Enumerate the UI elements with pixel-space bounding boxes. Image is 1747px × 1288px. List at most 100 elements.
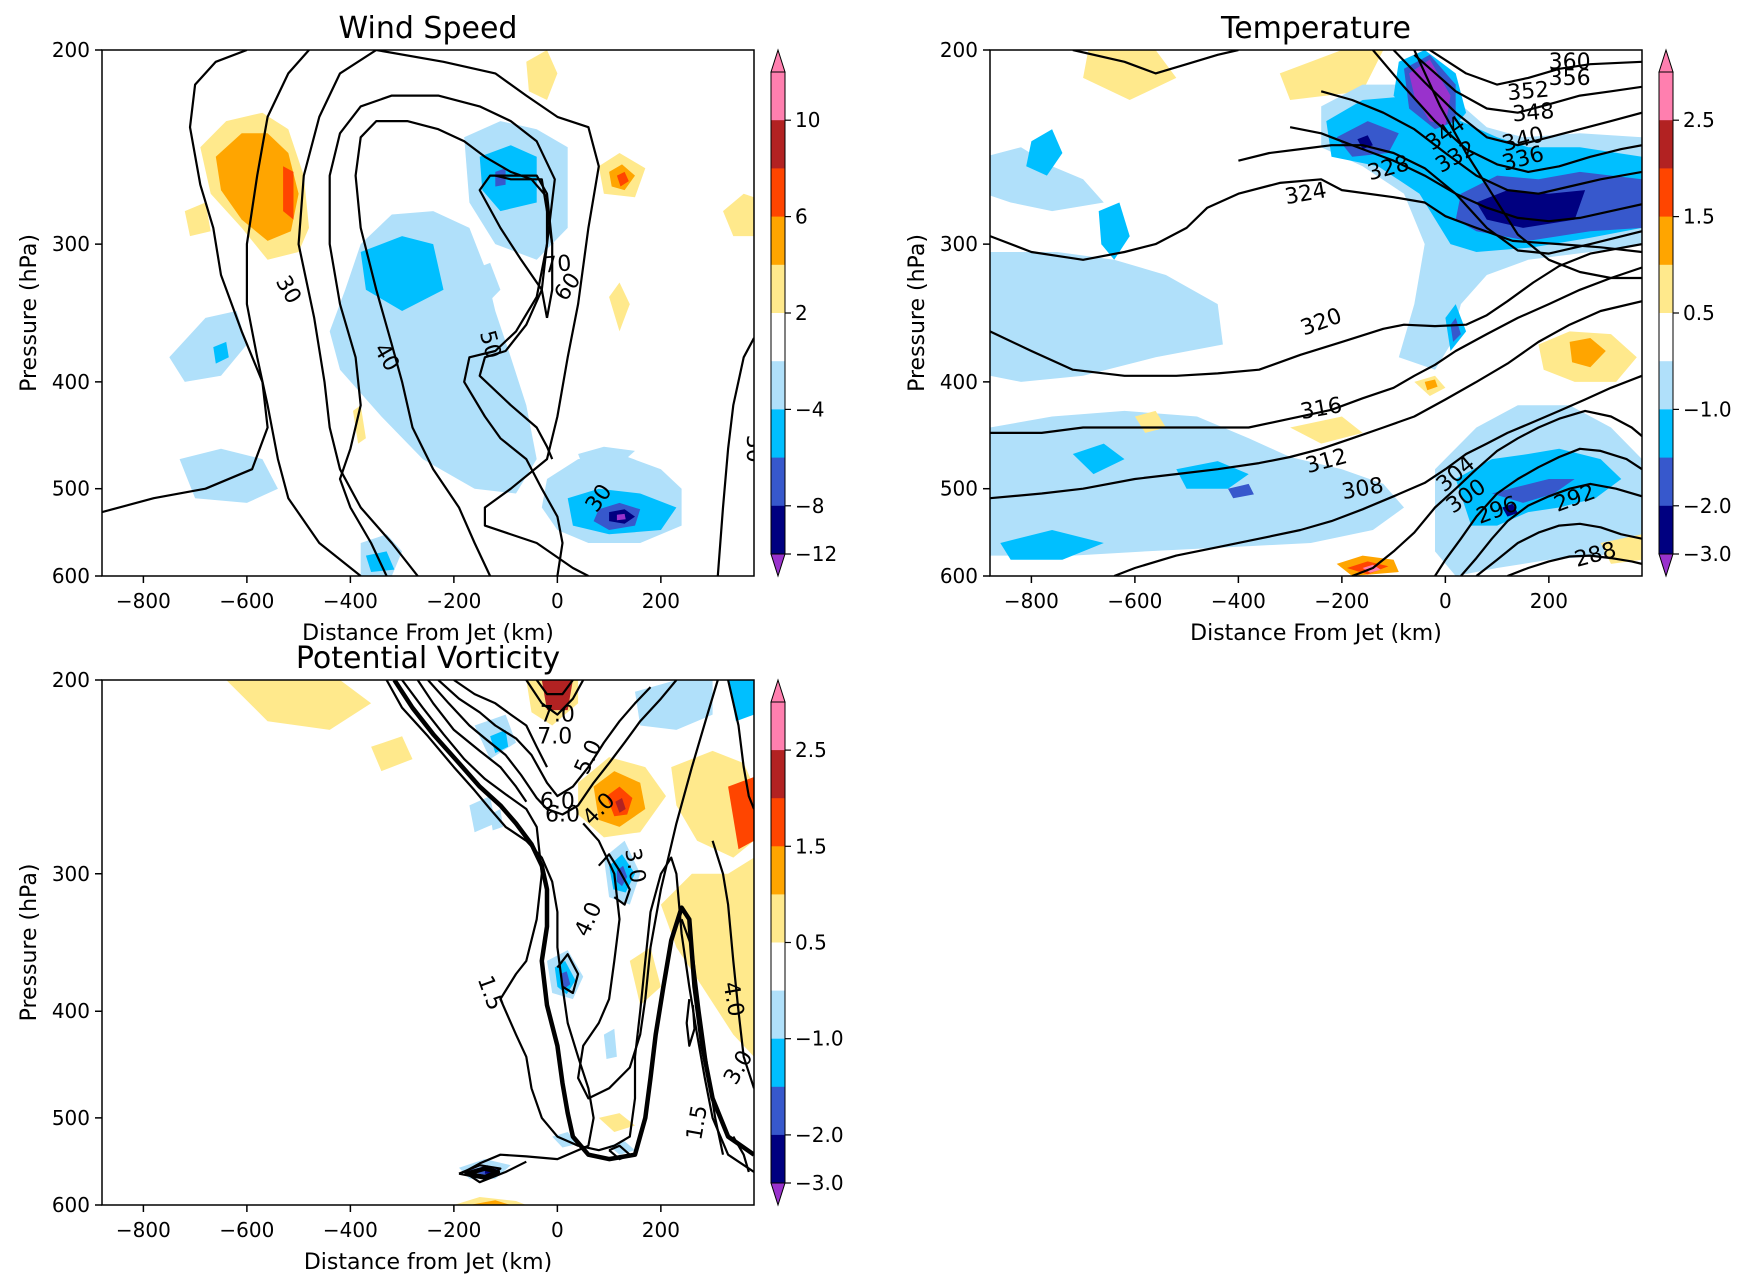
contour-label-group-10: 320 xyxy=(1297,304,1345,342)
contour-line-0 xyxy=(102,50,269,514)
colorbar-tick-label: −1.0 xyxy=(795,1027,844,1051)
contour-label-group-9: 4.0 xyxy=(717,980,748,1019)
contour-line-7 xyxy=(716,337,754,576)
colorbar-tick-label: −2.0 xyxy=(795,1123,844,1147)
contour-line-7 xyxy=(525,680,585,716)
contour-label-group-0: 360 xyxy=(1549,50,1591,75)
panel-0-axes: −800 −600 −400 −200 0 200 200 300 400 500 600 Wind … xyxy=(17,11,837,646)
x-tick-label: −200 xyxy=(426,589,481,613)
colorbar-bin xyxy=(771,894,785,943)
panel-0-shading xyxy=(169,50,754,576)
colorbar-tick-label: 1.5 xyxy=(1683,205,1715,229)
shaded-region-13 xyxy=(1098,202,1130,260)
chart-title: Potential Vorticity xyxy=(296,641,560,676)
contour-line-1 xyxy=(392,680,754,1162)
shaded-region-30 xyxy=(1569,338,1606,368)
shaded-region-9 xyxy=(671,750,754,858)
contour-label: 30 xyxy=(741,435,766,463)
y-tick-label: 600 xyxy=(52,1193,90,1217)
colorbar-tick-label: −12 xyxy=(795,542,837,566)
contour-line-1 xyxy=(990,243,1642,377)
colorbar-extend-max xyxy=(770,48,786,73)
shaded-region-25 xyxy=(1450,317,1461,342)
colorbar-bin xyxy=(771,846,785,895)
y-tick-label: 500 xyxy=(52,477,90,501)
shaded-region-26 xyxy=(578,446,635,470)
y-tick-label: 500 xyxy=(940,477,978,501)
colorbar-bin xyxy=(1659,72,1673,121)
colorbar-bin xyxy=(771,409,785,459)
contour-line-2 xyxy=(990,266,1642,434)
colorbar-tick-label: 6 xyxy=(795,205,808,229)
x-tick-label: 200 xyxy=(642,589,680,613)
colorbar-bin xyxy=(771,216,785,266)
contour-line-0 xyxy=(990,178,1642,261)
shaded-region-0 xyxy=(226,680,372,730)
colorbar-tick-label: 0.5 xyxy=(795,931,827,955)
contour-line-3 xyxy=(990,300,1642,500)
contour-label-group-11: 1.5 xyxy=(682,1103,713,1142)
contour-line-11 xyxy=(1413,53,1642,114)
chart-title: Wind Speed xyxy=(339,11,518,46)
contour-line-17 xyxy=(1238,144,1642,255)
contour-line-5 xyxy=(478,174,554,319)
contour-line-4 xyxy=(1113,374,1642,576)
contour-label: 7.0 xyxy=(540,703,575,728)
colorbar-bin xyxy=(771,702,785,751)
y-tick-label: 400 xyxy=(52,370,90,394)
x-tick-label: −400 xyxy=(323,589,378,613)
contour-label-group-2: 7.0 xyxy=(540,703,575,728)
contour-label-group-8: 1.5 xyxy=(472,972,507,1013)
x-tick-label: −600 xyxy=(219,589,274,613)
shaded-region-1 xyxy=(371,736,413,772)
shaded-region-33 xyxy=(469,796,496,833)
shaded-region-11 xyxy=(660,857,754,1057)
contour-label: 70 xyxy=(542,251,572,278)
colorbar-extend-min xyxy=(770,1182,786,1207)
shaded-region-22 xyxy=(1491,479,1575,503)
colorbar-tick-label: −4 xyxy=(795,397,824,421)
plot-frame xyxy=(101,679,755,1206)
contour-label-group-7: 4.0 xyxy=(570,898,607,940)
colorbar-bin xyxy=(1659,409,1673,459)
colorbar-bin xyxy=(771,72,785,121)
contour-label: 6.0 xyxy=(540,790,575,815)
shaded-region-16 xyxy=(1072,443,1125,475)
contour-line-19 xyxy=(732,1136,750,1173)
shaded-region-32 xyxy=(1424,379,1438,391)
x-tick-label: 0 xyxy=(551,589,564,613)
colorbar-tick-label: −3.0 xyxy=(795,1171,844,1195)
shaded-region-0 xyxy=(1083,50,1177,100)
colorbar-bin xyxy=(771,1086,785,1136)
contour-line-12 xyxy=(680,918,725,1155)
contour-line-1 xyxy=(245,50,362,576)
colorbar-bin xyxy=(771,120,785,169)
y-tick-label: 300 xyxy=(52,862,90,886)
x-axis-label: Distance From Jet (km) xyxy=(302,621,554,646)
x-tick-label: −200 xyxy=(1314,589,1369,613)
shaded-region-19 xyxy=(1000,530,1104,560)
x-tick-label: −600 xyxy=(1107,589,1162,613)
colorbar-bin xyxy=(771,1038,785,1088)
x-axis-label: Distance from Jet (km) xyxy=(304,1250,552,1275)
contour-line-18 xyxy=(1413,50,1642,280)
colorbar-bin xyxy=(771,168,785,218)
contour-label-group-4: 70 xyxy=(542,251,572,278)
shaded-region-6 xyxy=(1476,190,1586,228)
shaded-region-15 xyxy=(179,448,278,503)
y-tick-label: 600 xyxy=(52,564,90,588)
shaded-region-31 xyxy=(453,1197,527,1205)
shaded-region-24 xyxy=(609,282,630,332)
colorbar-bin xyxy=(1659,361,1673,410)
contour-line-2 xyxy=(401,680,754,1173)
contour-line-16 xyxy=(1072,50,1239,75)
shaded-region-25 xyxy=(459,262,501,311)
shaded-region-12 xyxy=(1026,129,1063,176)
colorbar-tick-label: −1.0 xyxy=(1683,397,1732,421)
contour-line-3 xyxy=(416,680,528,803)
contour-label-group-6: 3.0 xyxy=(619,846,650,885)
contour-line-8 xyxy=(1475,522,1642,576)
colorbar-tick-label: −2.0 xyxy=(1683,494,1732,518)
contour-label: 7.0 xyxy=(537,724,572,749)
x-tick-label: −400 xyxy=(1211,589,1266,613)
